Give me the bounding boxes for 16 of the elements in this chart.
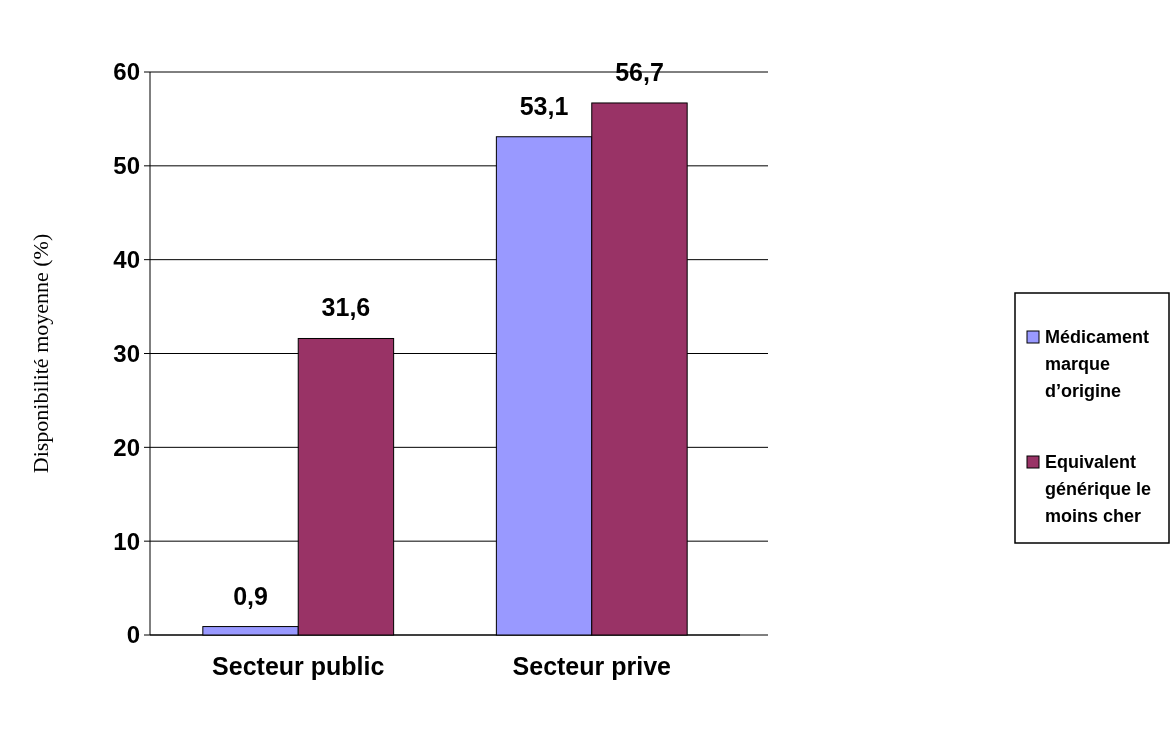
y-tick-label: 50 — [113, 152, 140, 180]
x-tick-label: Secteur public — [212, 652, 385, 680]
legend-label: Médicament marque d’origine — [1045, 327, 1150, 401]
data-label: 0,9 — [233, 581, 268, 610]
y-tick-label: 60 — [113, 58, 140, 86]
data-label: 56,7 — [615, 57, 664, 86]
data-label: 31,6 — [321, 293, 371, 322]
y-axis-title: Disponibilité moyenne (%) — [28, 233, 53, 474]
y-tick-label: 40 — [113, 246, 140, 274]
y-tick-label: 30 — [113, 339, 140, 367]
y-tick-label: 20 — [113, 433, 140, 461]
data-label: 53,1 — [519, 91, 569, 120]
y-tick-label: 10 — [113, 527, 140, 555]
x-tick-label: Secteur prive — [512, 652, 672, 680]
y-tick-label: 0 — [126, 621, 140, 649]
legend-label: Equivalent générique le moins cher — [1045, 452, 1152, 526]
